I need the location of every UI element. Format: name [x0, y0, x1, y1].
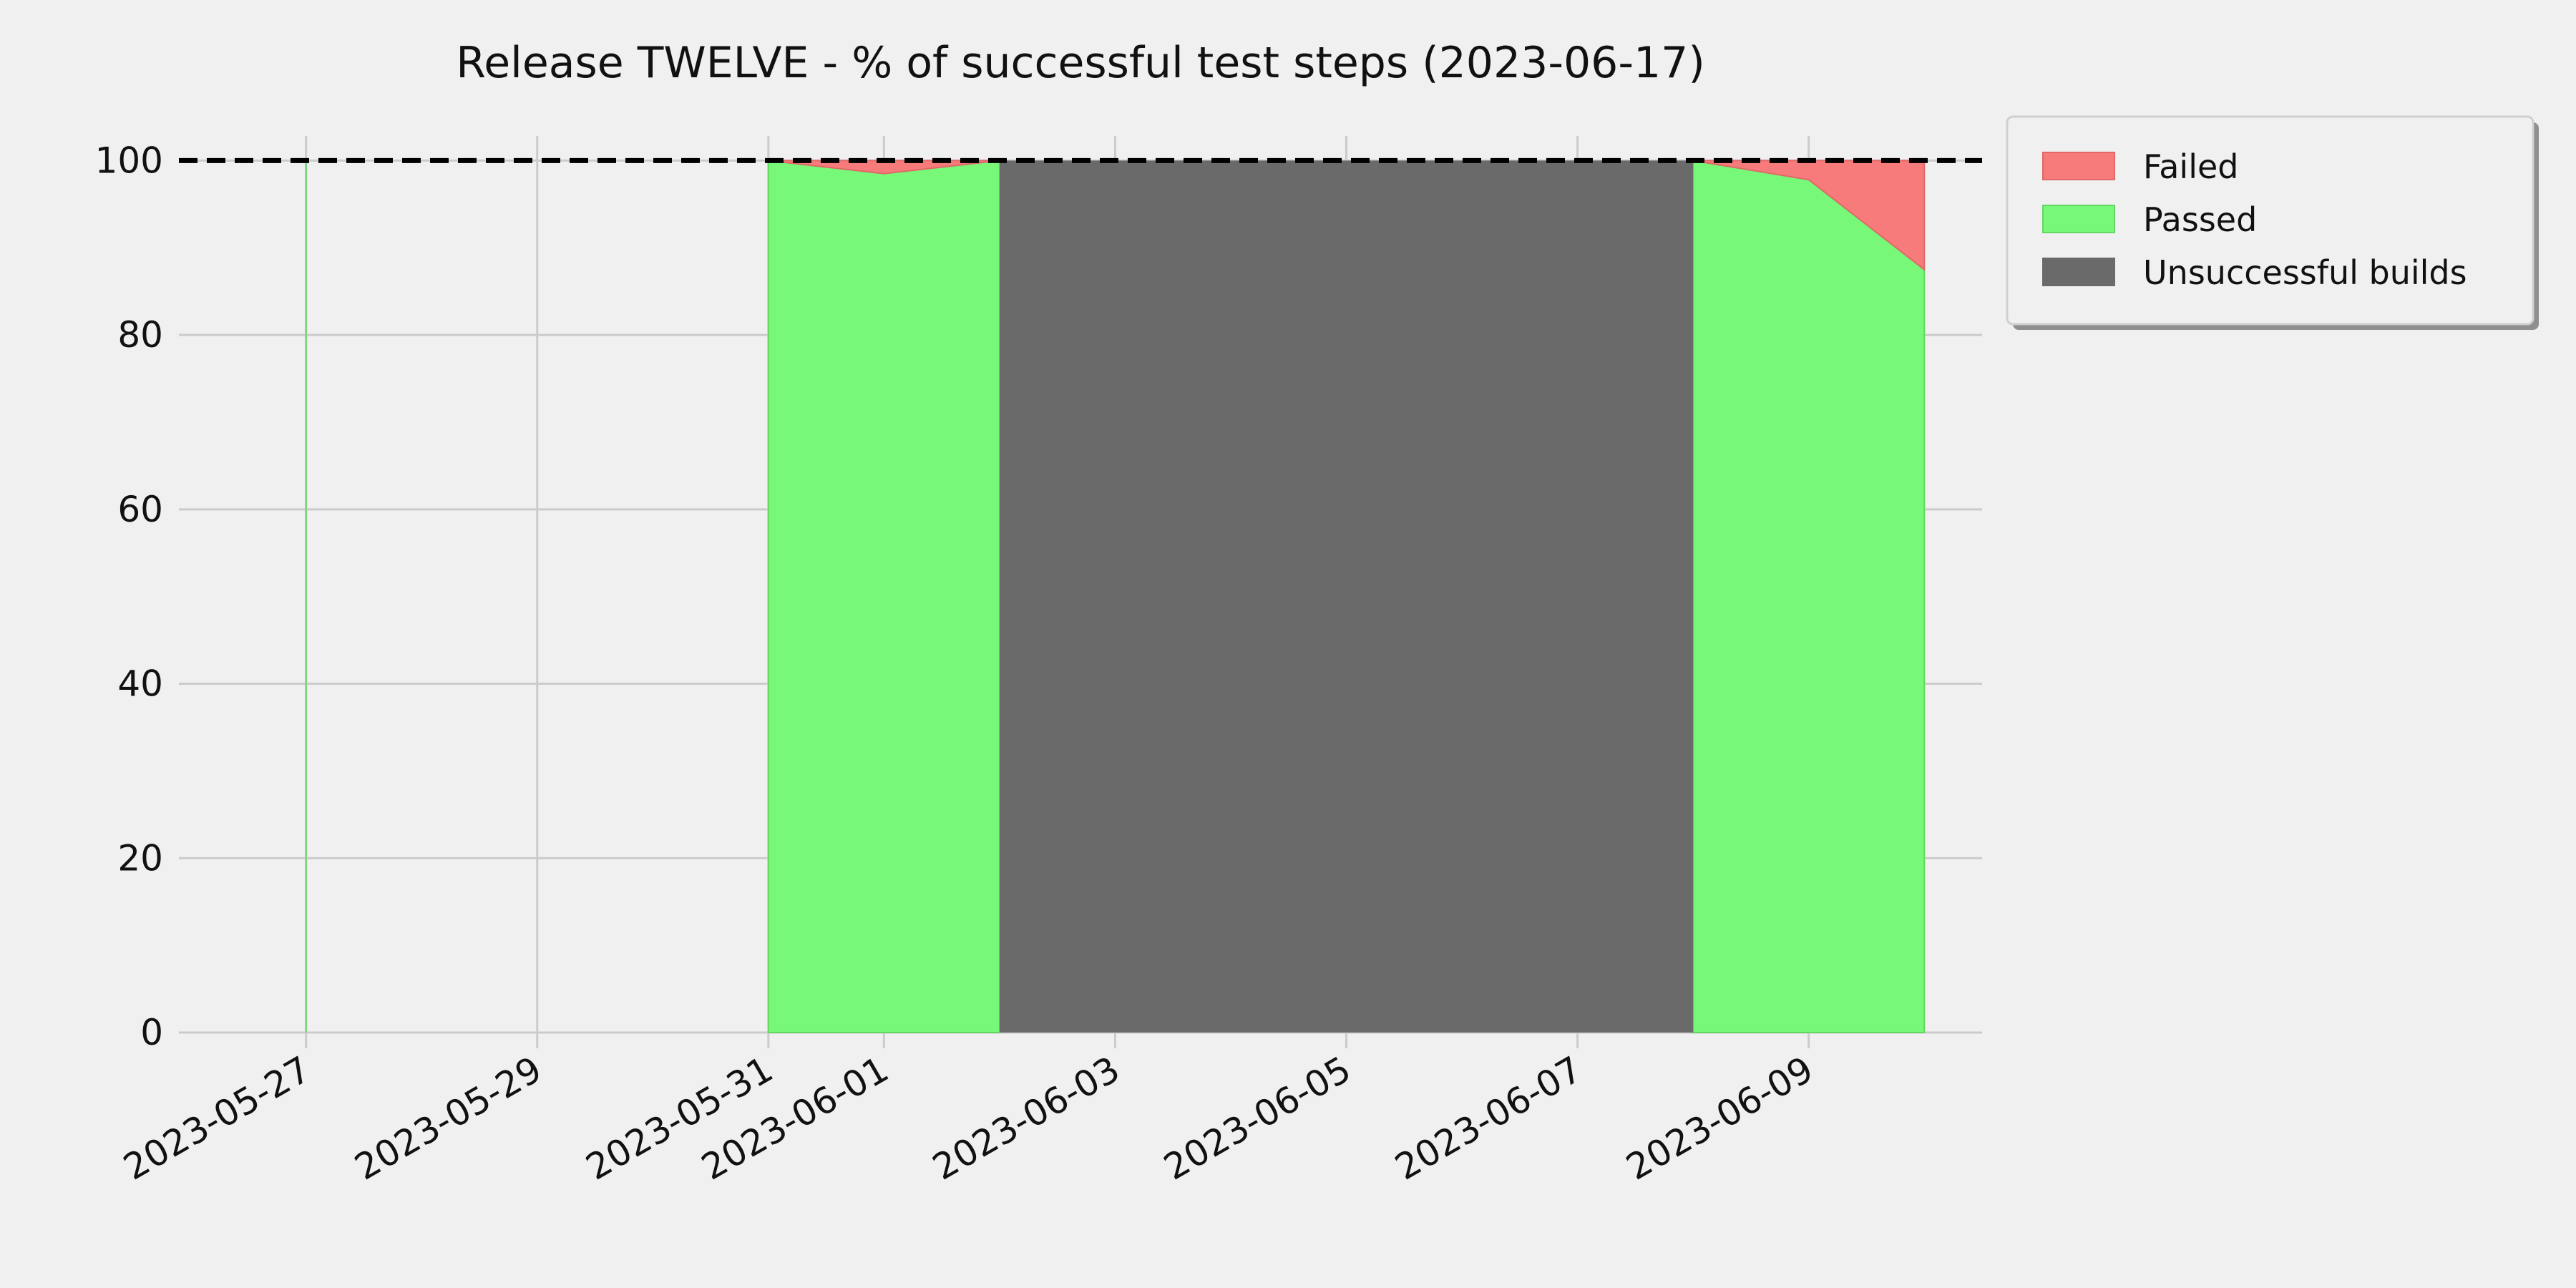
legend-swatch-failed — [2042, 152, 2115, 180]
y-tick-label: 60 — [117, 489, 163, 530]
x-tick-label: 2023-05-29 — [348, 1048, 549, 1189]
failed-area — [1692, 160, 1926, 271]
x-tick-label: 2023-06-07 — [1388, 1048, 1589, 1189]
y-tick-label: 80 — [117, 314, 163, 356]
x-tick-label: 2023-06-09 — [1619, 1048, 1820, 1189]
legend-label-failed: Failed — [2143, 147, 2239, 186]
y-tick-label: 0 — [140, 1012, 163, 1053]
legend-label-passed: Passed — [2143, 200, 2257, 239]
x-tick-label: 2023-06-05 — [1157, 1048, 1358, 1189]
chart-title: Release TWELVE - % of successful test st… — [456, 38, 1704, 88]
legend: Failed Passed Unsuccessful builds — [2006, 115, 2539, 330]
x-tick-label: 2023-05-27 — [117, 1048, 318, 1189]
y-tick-label: 40 — [117, 663, 163, 705]
area-layer — [305, 160, 1926, 1033]
unsuccessful-builds-block — [999, 160, 1694, 1033]
legend-swatch-unsuccessful-builds — [2042, 258, 2115, 286]
legend-label-unsuccessful-builds: Unsuccessful builds — [2143, 253, 2467, 292]
x-tick-label: 2023-06-03 — [926, 1048, 1127, 1189]
passed-area — [767, 160, 1000, 1033]
y-tick-label: 100 — [95, 140, 163, 181]
legend-box — [2006, 115, 2534, 326]
legend-swatch-passed — [2042, 205, 2115, 233]
y-tick-label: 20 — [117, 837, 163, 879]
passed-area — [1692, 160, 1926, 1033]
